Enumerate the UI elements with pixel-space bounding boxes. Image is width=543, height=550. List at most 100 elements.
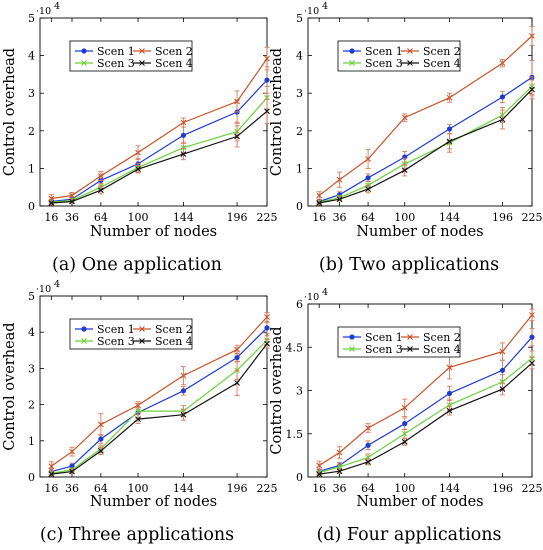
series-scen-2 (48, 46, 270, 203)
x-axis-label: Number of nodes (90, 494, 217, 510)
data-point (401, 114, 408, 121)
x-tick-label: 36 (65, 211, 79, 224)
data-point (365, 186, 371, 192)
legend: Scen 1 Scen 2 Scen 3 Scen 4 (69, 318, 193, 350)
data-point (446, 407, 453, 414)
x-tick-label: 36 (333, 211, 347, 224)
data-point (180, 119, 187, 126)
legend-marker (349, 60, 355, 66)
data-point (316, 192, 323, 199)
y-tick-label: 5 (28, 290, 35, 303)
legend-marker (81, 326, 87, 332)
data-point (446, 138, 453, 145)
x-tick-label: 100 (128, 211, 149, 224)
legend-label: Scen 2 (155, 45, 193, 58)
legend: Scen 1 Scen 2 Scen 3 Scen 4 (337, 326, 461, 358)
series-scen-2 (316, 308, 535, 471)
legend-box (337, 326, 461, 358)
y-tick-label: 1.5 (286, 428, 304, 441)
x-tick-label: 144 (173, 211, 194, 224)
data-point (499, 60, 506, 67)
legend-label: Scen 2 (155, 323, 193, 336)
legend-box (69, 40, 193, 72)
data-point (135, 149, 141, 156)
data-point (69, 198, 75, 205)
data-point (48, 200, 55, 206)
series-line (51, 58, 268, 200)
legend-label: Scen 4 (423, 343, 461, 356)
legend-label: Scen 4 (155, 57, 193, 70)
x-tick-label: 225 (522, 211, 543, 224)
data-point (365, 459, 371, 465)
data-point (499, 94, 506, 100)
x-tick-label: 196 (492, 482, 513, 495)
y-tick-label: 4 (296, 50, 303, 63)
series-scen-4 (316, 79, 535, 206)
legend-marker (349, 48, 355, 54)
plot-frame (39, 295, 268, 478)
data-point (499, 386, 506, 392)
data-point (499, 367, 506, 373)
data-point (180, 411, 187, 418)
x-tick-label: 36 (65, 482, 79, 495)
series-line (319, 88, 533, 204)
data-point (264, 108, 270, 115)
data-point (98, 436, 104, 442)
data-point (234, 379, 240, 386)
series-scen-4 (48, 338, 270, 477)
data-point (401, 160, 408, 167)
y-exponent-power: 4 (54, 1, 60, 12)
legend-marker (407, 346, 413, 352)
data-point (529, 360, 535, 366)
y-tick-label: 0 (28, 200, 35, 213)
data-point (336, 468, 343, 475)
x-tick-label: 16 (44, 211, 58, 224)
series-scen-2 (316, 26, 535, 200)
y-tick-label: 3 (28, 362, 35, 375)
y-exponent-label: ·10 (304, 6, 319, 17)
y-exponent-label: ·10 (36, 6, 51, 17)
y-tick-label: 1 (28, 162, 35, 175)
data-point (180, 132, 187, 138)
data-point (316, 200, 323, 206)
data-point (69, 192, 75, 199)
data-point (401, 167, 408, 174)
data-point (336, 449, 343, 456)
legend-marker (139, 48, 145, 54)
x-tick-label: 196 (227, 211, 248, 224)
data-point (69, 448, 75, 455)
legend-label: Scen 2 (423, 331, 461, 344)
data-point (316, 462, 323, 469)
data-point (446, 390, 453, 396)
data-point (336, 196, 343, 203)
x-tick-label: 64 (94, 211, 108, 224)
y-exponent-power: 4 (322, 287, 328, 298)
y-tick-label: 6 (296, 298, 303, 311)
x-tick-label: 144 (439, 482, 460, 495)
data-point (529, 312, 535, 318)
y-axis-label: Control overhead (269, 326, 285, 454)
y-exponent-power: 4 (54, 279, 60, 290)
y-tick-label: 3 (296, 385, 303, 398)
data-point (234, 354, 240, 361)
data-point (401, 404, 408, 411)
legend-marker (407, 60, 413, 66)
y-tick-label: 1 (28, 435, 35, 448)
data-point (316, 471, 323, 478)
data-point (264, 77, 270, 83)
data-point (365, 425, 371, 431)
y-exponent-power: 4 (322, 1, 328, 12)
y-tick-label: 0 (28, 471, 35, 484)
figure-caption: (c) Three applications (40, 525, 234, 545)
plot-frame (307, 17, 533, 207)
legend-box (337, 40, 461, 72)
x-tick-label: 196 (492, 211, 513, 224)
data-point (401, 438, 408, 445)
data-point (446, 94, 453, 101)
y-tick-label: 5 (28, 12, 35, 25)
data-point (529, 33, 535, 39)
data-point (180, 151, 187, 158)
data-point (402, 421, 408, 427)
y-axis-label: Control overhead (2, 322, 18, 450)
y-tick-label: 2 (28, 125, 35, 138)
